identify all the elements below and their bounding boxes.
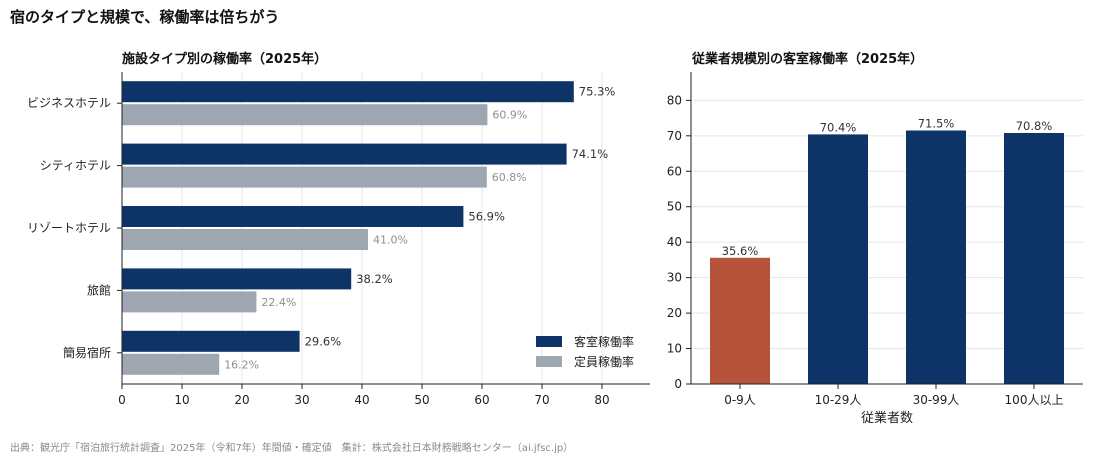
- main-title: 宿のタイプと規模で、稼働率は倍ちがう: [10, 8, 280, 26]
- bar-room-rate: [122, 206, 464, 227]
- bar-value-label: 70.8%: [1016, 119, 1053, 133]
- legend-label-room-rate: 客室稼働率: [574, 334, 634, 349]
- category-label: リゾートホテル: [27, 221, 111, 235]
- y-tick-label: 50: [667, 200, 682, 214]
- x-tick-label: 0: [118, 393, 126, 407]
- x-tick-label: 70: [534, 393, 549, 407]
- legend-swatch-capacity-rate: [536, 356, 562, 367]
- bar-room-rate: [122, 330, 300, 352]
- y-tick-label: 40: [667, 235, 682, 249]
- bar-room-rate: [122, 81, 574, 103]
- x-tick-label: 10: [174, 393, 189, 407]
- bar-staff-size: [808, 134, 868, 384]
- x-tick-label: 10-29人: [815, 393, 862, 407]
- y-tick-label: 30: [667, 271, 682, 285]
- x-tick-label: 50: [414, 393, 429, 407]
- y-tick-label: 80: [667, 93, 682, 107]
- x-tick-label: 60: [474, 393, 489, 407]
- bar-staff-size: [906, 130, 966, 384]
- y-tick-label: 10: [667, 342, 682, 356]
- bar-capacity-rate: [122, 104, 488, 126]
- x-tick-label: 0-9人: [724, 393, 756, 407]
- bar-room-rate-label: 56.9%: [468, 210, 505, 224]
- bar-capacity-rate-label: 41.0%: [373, 234, 408, 247]
- category-label: ビジネスホテル: [27, 96, 111, 110]
- bar-room-rate-label: 74.1%: [572, 147, 609, 161]
- bar-capacity-rate: [122, 166, 487, 188]
- x-tick-label: 100人以上: [1005, 393, 1064, 407]
- bar-room-rate-label: 29.6%: [305, 334, 342, 348]
- bar-staff-size: [710, 257, 770, 384]
- bar-capacity-rate: [122, 353, 220, 375]
- x-tick-label: 30-99人: [913, 393, 960, 407]
- x-tick-label: 40: [354, 393, 369, 407]
- y-tick-label: 20: [667, 306, 682, 320]
- category-label: シティホテル: [40, 159, 111, 173]
- left-chart-title: 施設タイプ別の稼働率（2025年）: [122, 52, 328, 67]
- legend-swatch-room-rate: [536, 336, 562, 347]
- category-label: 旅館: [87, 282, 111, 297]
- x-axis-label: 従業者数: [861, 410, 913, 426]
- x-tick-label: 20: [234, 393, 249, 407]
- bar-value-label: 35.6%: [722, 244, 759, 258]
- y-tick-label: 0: [674, 377, 682, 391]
- bar-value-label: 71.5%: [918, 117, 955, 131]
- x-tick-label: 80: [594, 393, 609, 407]
- bar-capacity-rate-label: 60.9%: [492, 109, 527, 122]
- x-tick-label: 30: [294, 393, 309, 407]
- bar-capacity-rate-label: 22.4%: [261, 296, 296, 309]
- source-note: 出典：観光庁「宿泊旅行統計調査」2025年（令和7年）年間値・確定値 集計：株式…: [10, 443, 574, 454]
- bar-capacity-rate-label: 60.8%: [492, 171, 527, 184]
- bar-staff-size: [1004, 132, 1064, 384]
- bar-room-rate: [122, 143, 567, 165]
- bar-room-rate-label: 38.2%: [356, 272, 393, 286]
- right-chart-title: 従業者規模別の客室稼働率（2025年）: [692, 52, 924, 67]
- bar-value-label: 70.4%: [820, 120, 857, 134]
- bar-capacity-rate-label: 16.2%: [224, 358, 259, 371]
- bar-room-rate-label: 75.3%: [579, 85, 616, 99]
- bar-capacity-rate: [122, 229, 368, 250]
- bar-room-rate: [122, 268, 352, 290]
- y-tick-label: 70: [667, 129, 682, 143]
- legend-label-capacity-rate: 定員稼働率: [574, 354, 634, 369]
- bar-capacity-rate: [122, 291, 257, 313]
- y-tick-label: 60: [667, 164, 682, 178]
- category-label: 簡易宿所: [63, 345, 111, 360]
